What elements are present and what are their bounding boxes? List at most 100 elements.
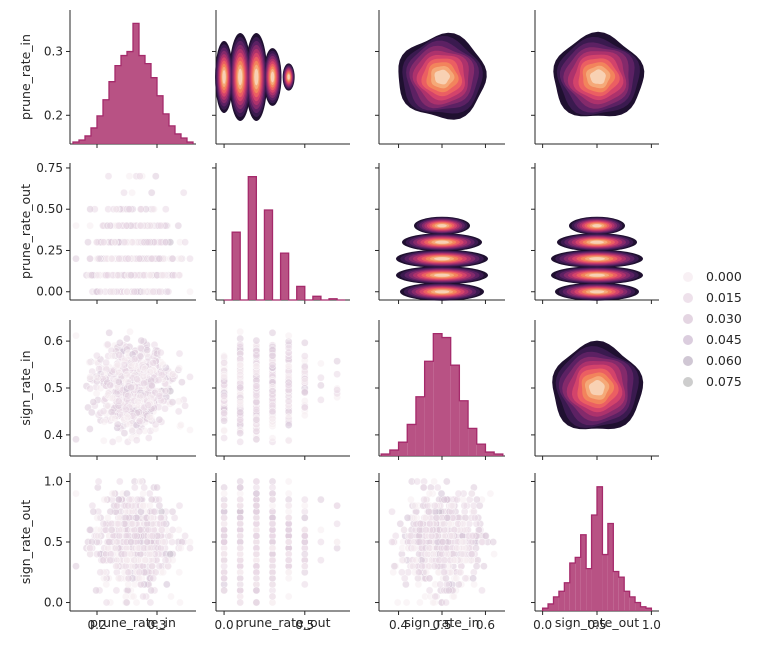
scatter-point (123, 334, 131, 343)
scatter-point (403, 514, 412, 522)
kde-panel-prune_rate_in-vs-prune_rate_out (215, 33, 295, 121)
scatter-point (168, 398, 177, 407)
scatter-point (104, 401, 112, 410)
scatter-point (168, 507, 177, 516)
histogram-bar (85, 135, 91, 144)
scatter-point (186, 254, 194, 263)
scatter-point (120, 429, 129, 437)
scatter-point (236, 438, 244, 446)
y-tick-label: 0.5 (44, 381, 63, 395)
histogram-bar (181, 137, 187, 144)
legend-marker (683, 377, 693, 387)
scatter-point (147, 514, 155, 522)
legend: 0.000 0.015 0.030 0.045 0.060 0.075 (683, 269, 742, 389)
histogram-bar (398, 442, 408, 456)
scatter-point (443, 514, 452, 522)
scatter-point (431, 592, 440, 601)
scatter-point (300, 338, 309, 347)
scatter-point (284, 568, 293, 577)
scatter-point (139, 501, 148, 510)
kde-level (434, 69, 450, 85)
scatter-point (236, 327, 244, 336)
scatter-point (89, 507, 98, 516)
scatter-point (300, 532, 309, 540)
scatter-point (168, 526, 177, 534)
scatter-point (147, 381, 156, 390)
kde-level (589, 290, 605, 294)
scatter-point (122, 405, 130, 414)
scatter-point (107, 408, 116, 416)
kde-level (270, 71, 275, 83)
scatter-point (430, 477, 438, 486)
histogram-bar (618, 577, 625, 611)
scatter-point (154, 376, 163, 384)
kde-panel-prune_rate_in-vs-sign_rate_in (398, 32, 487, 120)
scatter-point (442, 477, 451, 486)
scatter-point (475, 501, 484, 510)
scatter-point (475, 526, 483, 534)
scatter-point (220, 392, 228, 400)
scatter-point (252, 405, 261, 414)
scatter-point (96, 568, 105, 577)
scatter-point (130, 287, 139, 296)
scatter-point (252, 586, 261, 595)
scatter-point (72, 331, 80, 340)
scatter-point (284, 421, 293, 429)
scatter-point (439, 520, 447, 528)
histogram-bar (450, 365, 460, 456)
scatter-point (422, 526, 430, 534)
scatter-point (135, 427, 144, 436)
scatter-point (300, 403, 309, 412)
scatter-point (448, 501, 457, 510)
scatter-point (140, 379, 148, 388)
scatter-point (460, 501, 469, 510)
scatter-point (156, 221, 165, 230)
kde-level (589, 273, 605, 277)
scatter-point (181, 238, 189, 246)
scatter-point (220, 372, 228, 381)
scatter-point (440, 495, 449, 504)
scatter-point (141, 556, 149, 565)
scatter-point (120, 550, 129, 558)
scatter-point (482, 532, 490, 540)
scatter-point (113, 520, 122, 528)
scatter-point (86, 544, 94, 552)
scatter-point (157, 526, 166, 534)
scatter-point (150, 205, 158, 213)
histogram-bar (133, 23, 139, 144)
scatter-point (177, 421, 185, 429)
scatter-point (317, 556, 325, 565)
histogram-bar (389, 450, 399, 456)
scatter-point (236, 415, 244, 424)
scatter-point (124, 568, 133, 577)
x-tick-label: 0.5 (587, 618, 606, 632)
scatter-point (103, 340, 112, 349)
kde-level (437, 224, 447, 228)
scatter-point (236, 340, 244, 349)
scatter-point (104, 172, 113, 180)
scatter-point (114, 221, 123, 230)
scatter-point (149, 358, 157, 367)
scatter-point (489, 538, 498, 546)
scatter-point (236, 574, 244, 583)
scatter-point (148, 532, 157, 540)
scatter-point (396, 520, 405, 528)
y-axis-title-prune_rate_out: prune_rate_out (18, 184, 33, 279)
scatter-point (410, 514, 419, 522)
y-tick-label: 0.6 (44, 334, 63, 348)
kde-level (588, 380, 605, 396)
scatter-point (220, 352, 228, 360)
histogram-bar (97, 115, 103, 144)
scatter-point (139, 287, 148, 296)
histogram-bar (591, 515, 597, 611)
histogram-bar (586, 568, 592, 611)
scatter-point (186, 426, 194, 434)
legend-label: 0.030 (706, 311, 742, 326)
scatter-point (268, 495, 277, 504)
scatter-panel-sign_rate_out-vs-prune_rate_in (72, 477, 194, 607)
scatter-point (128, 426, 136, 434)
scatter-point (86, 384, 94, 393)
scatter-panel-prune_rate_out-vs-prune_rate_in (72, 172, 194, 296)
scatter-point (268, 520, 277, 528)
scatter-point (148, 562, 156, 571)
